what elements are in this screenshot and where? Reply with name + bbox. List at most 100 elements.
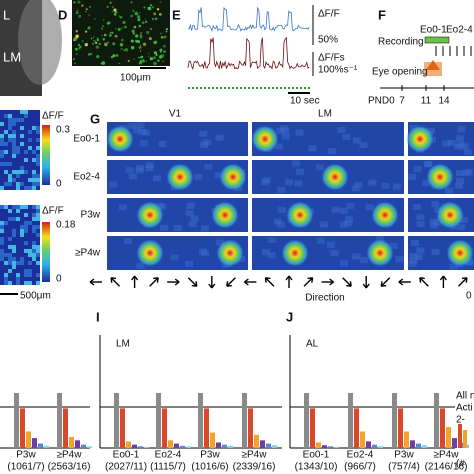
map-pixel	[28, 154, 32, 158]
speckle	[160, 32, 162, 35]
map-texture	[340, 207, 349, 214]
map-texture	[152, 175, 161, 182]
map-pixel	[24, 154, 28, 158]
response-blob	[219, 163, 247, 191]
map-pixel	[28, 130, 32, 134]
map-pixel	[28, 261, 32, 265]
map-texture	[330, 249, 339, 256]
speckle	[138, 24, 142, 28]
map-pixel	[16, 138, 20, 142]
map-pixel	[4, 205, 8, 209]
arrow-head	[307, 277, 314, 283]
label: (757/4)	[388, 462, 420, 473]
map-pixel	[28, 170, 32, 174]
map-pixel	[32, 277, 36, 281]
map-pixel	[28, 158, 32, 162]
bar	[452, 438, 457, 448]
map-pixel	[16, 217, 20, 221]
map-pixel	[24, 110, 28, 114]
map-pixel	[12, 225, 16, 229]
direction-arrow	[264, 277, 275, 287]
map-texture	[185, 261, 194, 268]
map-pixel	[12, 110, 16, 114]
speckle	[149, 4, 153, 7]
bar	[20, 408, 25, 448]
map-pixel	[20, 233, 24, 237]
map-texture	[409, 257, 418, 264]
map-texture	[346, 202, 355, 209]
map-texture	[261, 249, 270, 256]
speckle	[90, 52, 93, 55]
map-pixel	[28, 245, 32, 249]
map-pixel	[8, 261, 12, 265]
speckle	[122, 20, 126, 24]
label: G	[90, 111, 100, 126]
speckle	[149, 57, 154, 61]
map-texture	[201, 225, 210, 232]
map-pixel	[16, 281, 20, 285]
direction-arrow	[167, 278, 180, 286]
map-texture	[444, 187, 453, 194]
map-pixel	[28, 233, 32, 237]
label: Recording	[378, 37, 424, 48]
map-pixel	[4, 170, 8, 174]
map-pixel	[32, 237, 36, 241]
map-pixel	[0, 178, 4, 182]
map-pixel	[28, 221, 32, 225]
map-pixel	[12, 122, 16, 126]
speckle	[146, 30, 150, 35]
bar	[132, 444, 137, 448]
map-texture	[125, 167, 134, 174]
label: 0.3	[56, 125, 70, 136]
map-pixel	[4, 162, 8, 166]
map-texture	[199, 130, 208, 137]
map-texture	[354, 181, 363, 188]
map-pixel	[28, 150, 32, 154]
map-pixel	[20, 142, 24, 146]
speckle	[136, 15, 141, 19]
map-pixel	[12, 154, 16, 158]
map-texture	[277, 186, 286, 193]
map-pixel	[32, 217, 36, 221]
speckle	[160, 54, 165, 58]
map-pixel	[16, 134, 20, 138]
speckle	[84, 42, 88, 47]
direction-arrow	[457, 277, 468, 287]
map-pixel	[4, 229, 8, 233]
map-pixel	[4, 126, 8, 130]
map-pixel	[0, 265, 4, 269]
map-pixel	[0, 114, 4, 118]
map-texture	[365, 204, 374, 211]
speckle	[155, 53, 158, 56]
map-pixel	[20, 166, 24, 170]
map-texture	[409, 252, 418, 259]
map-pixel	[12, 178, 16, 182]
speckle	[153, 12, 157, 16]
map-pixel	[4, 134, 8, 138]
label: I	[96, 309, 100, 324]
map-pixel	[12, 142, 16, 146]
map-pixel	[12, 134, 16, 138]
map-pixel	[32, 221, 36, 225]
map-pixel	[24, 186, 28, 190]
direction-arrow	[380, 277, 391, 287]
map-pixel	[24, 150, 28, 154]
map-pixel	[8, 146, 12, 150]
map-texture	[456, 177, 465, 184]
speckle	[162, 60, 164, 62]
map-pixel	[8, 217, 12, 221]
response-blob	[166, 163, 194, 191]
speckle	[138, 61, 143, 65]
map-pixel	[0, 253, 4, 257]
map-pixel	[0, 217, 4, 221]
label: P3w	[16, 450, 36, 461]
map-pixel	[16, 122, 20, 126]
response-blob	[136, 201, 164, 229]
bar	[198, 393, 203, 448]
map-pixel	[16, 269, 20, 273]
bar	[272, 445, 277, 448]
map-pixel	[28, 114, 32, 118]
map-pixel	[16, 245, 20, 249]
label: (2146/16)	[425, 462, 468, 473]
map-pixel	[12, 265, 16, 269]
